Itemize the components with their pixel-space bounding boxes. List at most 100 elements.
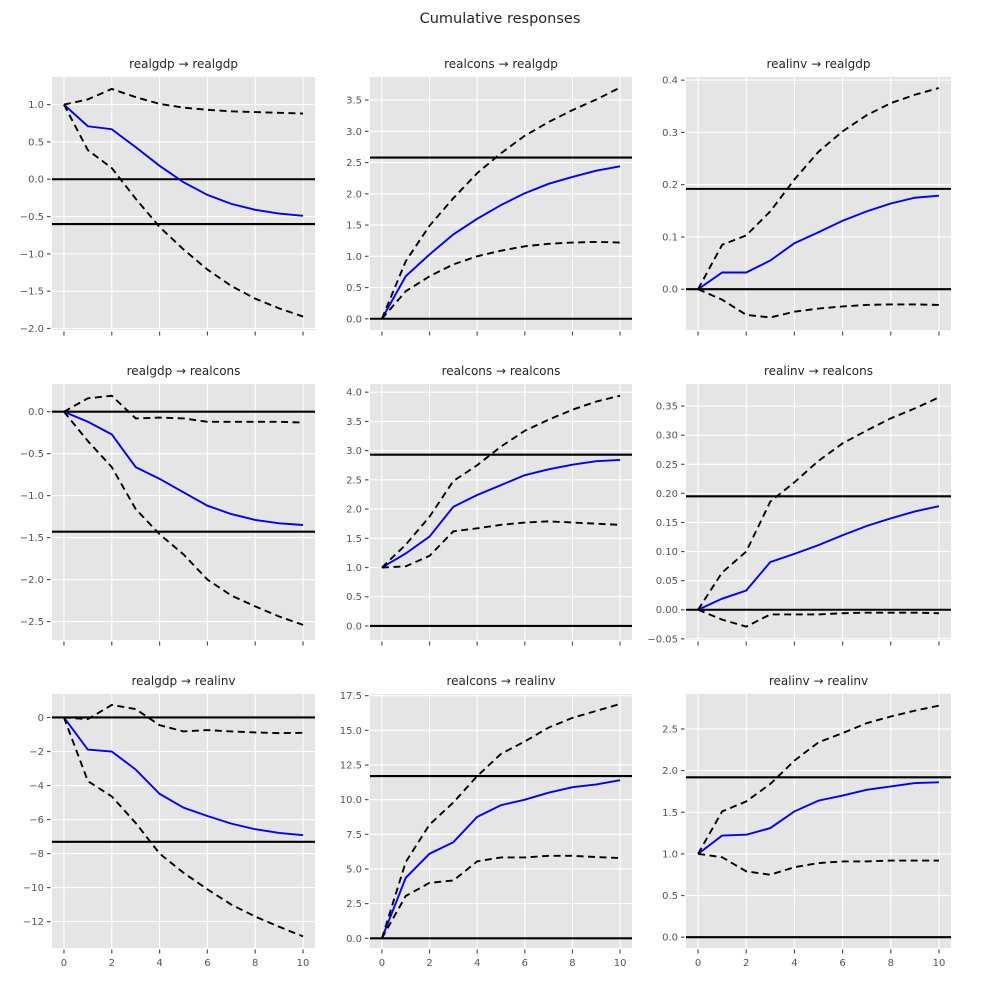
plot-area — [52, 694, 315, 948]
y-tick-label: 1.0 — [346, 563, 362, 574]
x-tick-label: 8 — [252, 958, 258, 969]
y-tick-label: 1.0 — [346, 252, 362, 263]
y-tick-label: −2 — [29, 747, 44, 758]
irf-line — [63, 103, 304, 217]
x-tick-label: 2 — [743, 958, 749, 969]
y-tick-label: −0.5 — [20, 449, 44, 460]
lower-band-line — [63, 717, 304, 938]
x-tick-label: 6 — [839, 958, 845, 969]
upper-band-line — [697, 396, 940, 611]
y-tick-label: 0.5 — [28, 137, 44, 148]
y-tick-label: 0.0 — [662, 933, 678, 944]
subplot-realgdp-to-realcons: −2.5 −2.0 −1.5 −1.0 −0.5 0.0 realgdp → realcon… — [20, 364, 315, 646]
subplot-realgdp-to-realinv: −12 −10 −8 −6 −4 −2 0 0 2 4 6 8 10 realgdp → realinv — [23, 674, 315, 969]
plot-area — [52, 77, 315, 330]
lower-band-line — [381, 520, 621, 569]
y-tick-label: 1.0 — [662, 849, 678, 860]
y-tick-label: 0.20 — [656, 489, 678, 500]
figure-title: Cumulative responses — [419, 11, 581, 27]
y-tick-label: 2.5 — [346, 158, 362, 169]
y-tick-label: 1.0 — [28, 100, 44, 111]
y-tick-label: −1.5 — [20, 533, 44, 544]
y-tick-label: 15.0 — [340, 726, 362, 737]
x-tick-label: 10 — [933, 958, 946, 969]
irf-line — [697, 781, 939, 855]
plot-area — [370, 384, 632, 640]
y-tick-label: −10 — [23, 883, 44, 894]
x-tick-label: 6 — [204, 958, 210, 969]
subplot-title: realcons → realinv — [446, 674, 555, 688]
subplot-title: realgdp → realgdp — [129, 57, 238, 71]
y-tick-label: −2.0 — [20, 575, 44, 586]
y-tick-label: 0.5 — [346, 283, 362, 294]
y-tick-label: 0.1 — [662, 232, 678, 243]
subplot-title: realcons → realgdp — [444, 57, 558, 71]
y-tick-label: −12 — [23, 917, 44, 928]
y-tick-label: −2.0 — [20, 324, 44, 335]
y-tick-label: −1.0 — [20, 249, 44, 260]
y-tick-label: 10.0 — [340, 795, 362, 806]
lower-band-line — [63, 411, 304, 626]
y-tick-label: −0.5 — [20, 212, 44, 223]
y-tick-label: 2.0 — [346, 189, 362, 200]
subplot-title: realinv → realinv — [769, 674, 868, 688]
irf-line — [697, 505, 940, 611]
y-tick-label: 0.4 — [662, 76, 678, 87]
subplot-realcons-to-realinv: 0.0 2.5 5.0 7.5 10.0 12.5 15.0 17.5 0 2 4 6 8 10 realc… — [340, 674, 632, 969]
y-tick-label: 0.0 — [346, 621, 362, 632]
x-tick-label: 10 — [614, 958, 627, 969]
x-tick-label: 4 — [474, 958, 480, 969]
x-tick-label: 8 — [569, 958, 575, 969]
y-tick-label: 4.0 — [346, 388, 362, 399]
y-tick-label: 0.3 — [662, 128, 678, 139]
y-tick-label: 0.35 — [656, 402, 678, 413]
subplot-realinv-to-realgdp: 0.0 0.1 0.2 0.3 0.4 realinv → realgdp — [662, 57, 951, 336]
y-tick-label: 1.5 — [346, 221, 362, 232]
subplot-realgdp-to-realgdp: −2.0 −1.5 −1.0 −0.5 0.0 0.5 1.0 realgdp → realg… — [20, 57, 315, 336]
y-tick-label: 2.5 — [346, 475, 362, 486]
plot-area — [370, 77, 632, 330]
plot-area — [370, 694, 632, 948]
irf-line — [63, 716, 304, 837]
subplot-title: realcons → realcons — [442, 364, 561, 378]
upper-band-line — [63, 703, 304, 735]
y-tick-label: 3.5 — [346, 96, 362, 107]
y-tick-label: 3.5 — [346, 417, 362, 428]
y-tick-label: 17.5 — [340, 691, 362, 702]
y-tick-label: 12.5 — [340, 760, 362, 771]
y-tick-label: 0.25 — [656, 460, 678, 471]
y-tick-label: 0.0 — [346, 934, 362, 945]
y-tick-label: −1.5 — [20, 287, 44, 298]
y-tick-label: 0.0 — [346, 314, 362, 325]
y-tick-label: 1.5 — [346, 534, 362, 545]
y-tick-label: 0.5 — [346, 592, 362, 603]
y-tick-label: 0 — [38, 713, 44, 724]
subplot-title: realgdp → realcons — [127, 364, 241, 378]
y-tick-label: −2.5 — [20, 617, 44, 628]
x-tick-label: 8 — [888, 958, 894, 969]
x-tick-label: 0 — [61, 958, 67, 969]
y-tick-label: −0.05 — [647, 634, 678, 645]
y-tick-label: 2.5 — [346, 899, 362, 910]
upper-band-line — [381, 703, 621, 939]
upper-band-line — [381, 394, 621, 569]
irf-line — [697, 194, 940, 291]
subplot-realinv-to-realinv: 0.0 0.5 1.0 1.5 2.0 2.5 0 2 4 6 8 10 realinv → reali… — [662, 674, 951, 969]
x-tick-label: 6 — [522, 958, 528, 969]
y-tick-label: 0.10 — [656, 547, 678, 558]
y-tick-label: 0.00 — [656, 605, 678, 616]
subplot-realcons-to-realcons: 0.0 0.5 1.0 1.5 2.0 2.5 3.0 3.5 4.0 realcons → re… — [346, 364, 632, 646]
x-tick-label: 0 — [379, 958, 385, 969]
lower-band-line — [381, 240, 621, 320]
y-tick-label: 2.5 — [662, 724, 678, 735]
subplot-title: realgdp → realinv — [131, 674, 235, 688]
upper-band-line — [381, 86, 621, 320]
lower-band-line — [697, 288, 939, 319]
y-tick-label: 0.0 — [662, 285, 678, 296]
y-tick-label: 3.0 — [346, 127, 362, 138]
x-tick-label: 4 — [156, 958, 162, 969]
plot-area — [686, 694, 951, 948]
x-tick-label: 10 — [297, 958, 310, 969]
x-tick-label: 4 — [791, 958, 797, 969]
